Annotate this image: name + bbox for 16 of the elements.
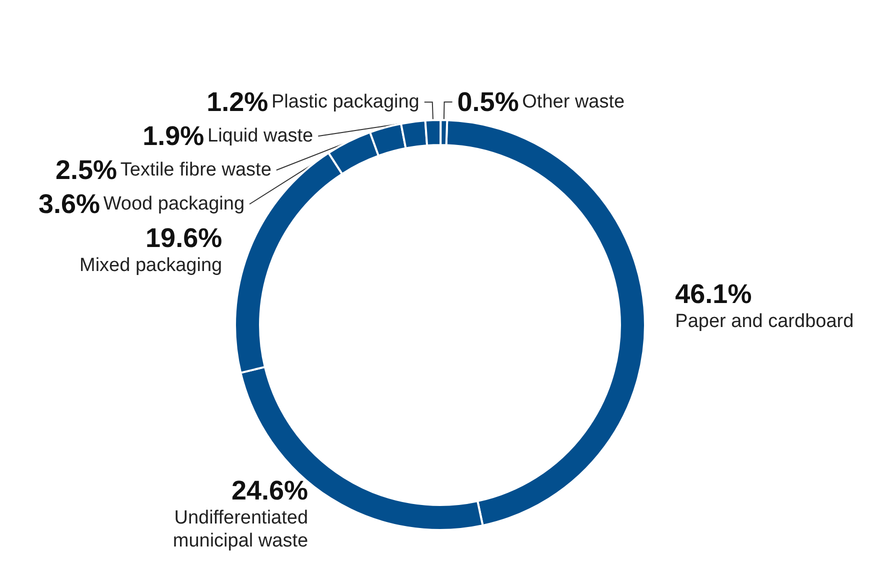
data-label: 46.1% (675, 278, 752, 309)
slice-label: Liquid waste (208, 126, 314, 147)
slice-label: Plastic packaging (272, 92, 420, 113)
slice-label: Paper and cardboard (675, 310, 854, 332)
slice-label: Textile fibre waste (120, 160, 272, 181)
slice-label: Mixed packaging (80, 255, 222, 276)
slice-label: Other waste (522, 92, 625, 113)
data-label: 1.2% (206, 87, 268, 118)
slice-label: Wood packaging (103, 194, 245, 215)
data-label: 19.6% (146, 223, 222, 254)
data-label: 24.6% (231, 476, 308, 506)
slice-label: Undifferentiated municipal waste (172, 508, 308, 552)
data-label: 2.5% (56, 155, 118, 186)
data-label: 0.5% (457, 87, 519, 118)
data-label: 1.9% (142, 121, 204, 152)
data-label: 3.6% (38, 189, 100, 220)
